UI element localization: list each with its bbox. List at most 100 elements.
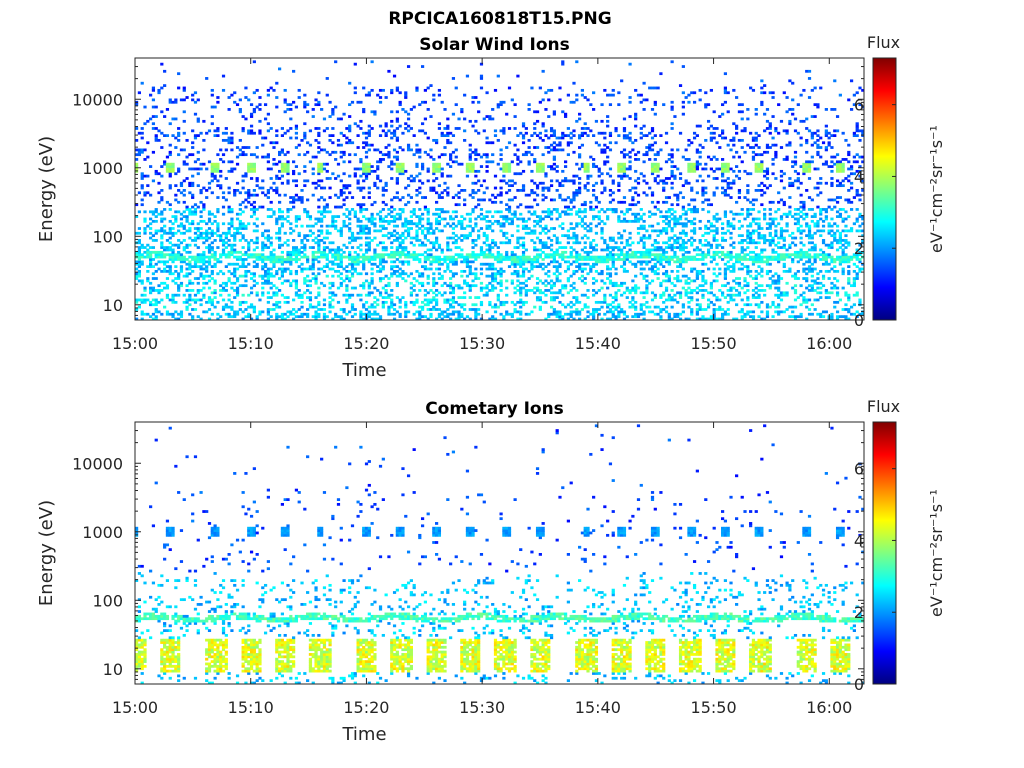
spectrogram-cell [202, 203, 206, 207]
spectrogram-cell [216, 100, 220, 104]
spectrogram-cell [451, 236, 456, 240]
spectrogram-cell [608, 258, 613, 261]
spectrogram-cell [547, 186, 551, 190]
spectrogram-cell [578, 312, 582, 316]
spectrogram-cell [538, 219, 542, 223]
spectrogram-cell [283, 300, 287, 304]
spectrogram-cell [423, 196, 427, 199]
spectrogram-cell [202, 241, 206, 245]
spectrogram-cell [392, 162, 397, 166]
spectrogram-cell [342, 198, 346, 202]
spectrogram-cell [533, 127, 537, 130]
spectrogram-cell [580, 279, 585, 283]
spectrogram-cell [177, 210, 181, 214]
spectrogram-cell [216, 210, 220, 214]
spectrogram-cell [569, 141, 573, 145]
spectrogram-cell [597, 300, 601, 304]
spectrogram-cell [603, 296, 607, 299]
spectrogram-cell [303, 281, 307, 285]
spectrogram-cell [659, 210, 663, 214]
spectrogram-cell [362, 167, 366, 171]
spectrogram-cell [376, 160, 380, 164]
spectrogram-cell [656, 312, 660, 316]
spectrogram-cell [252, 131, 256, 135]
spectrogram-cell [269, 308, 273, 311]
spectrogram-cell [429, 241, 433, 245]
spectrogram-cell [370, 219, 374, 223]
spectrogram-cell [636, 286, 641, 290]
spectrogram-cell [294, 291, 299, 295]
spectrogram-cell [238, 284, 242, 288]
spectrogram-cell [432, 186, 436, 190]
spectrogram-cell [549, 227, 554, 230]
spectrogram-cell [179, 281, 184, 285]
spectrogram-cell [642, 250, 646, 254]
spectrogram-cell [423, 293, 427, 297]
spectrogram-cell [235, 146, 240, 149]
spectrogram-cell [628, 155, 632, 159]
spectrogram-cell [580, 143, 585, 147]
spectrogram-cell [600, 231, 604, 235]
spectrogram-cell [547, 253, 551, 257]
spectrogram-cell [667, 258, 671, 261]
spectrogram-cell [247, 248, 251, 252]
spectrogram-cell [457, 184, 461, 188]
spectrogram-cell [440, 248, 444, 252]
spectrogram-cell [625, 174, 629, 178]
spectrogram-cell [244, 224, 248, 228]
spectrogram-cell [460, 303, 464, 307]
spectrogram-cell [261, 179, 265, 183]
spectrogram-cell [398, 146, 402, 149]
spectrogram-cell [238, 227, 242, 230]
spectrogram-cell [667, 236, 671, 240]
spectrogram-cell [592, 108, 596, 111]
spectrogram-cell [339, 284, 343, 288]
spectrogram-cell [597, 260, 601, 264]
spectrogram-cell [656, 253, 660, 257]
spectrogram-cell [221, 191, 226, 195]
spectrogram-cell [435, 141, 439, 145]
spectrogram-cell [378, 124, 383, 128]
spectrogram-cell [370, 217, 374, 221]
spectrogram-cell [376, 253, 380, 257]
spectrogram-cell [359, 219, 363, 223]
spectrogram-cell [415, 236, 419, 240]
spectrogram-cell [650, 200, 655, 204]
spectrogram-cell [342, 112, 346, 116]
spectrogram-cell [367, 312, 371, 316]
spectrogram-cell [188, 208, 192, 211]
spectrogram-cell [558, 98, 562, 102]
spectrogram-cell [266, 277, 270, 280]
spectrogram-cell [420, 300, 425, 304]
spectrogram-cell [174, 198, 178, 202]
spectrogram-cell [432, 277, 436, 280]
spectrogram-cell [600, 148, 604, 152]
spectrogram-cell [224, 138, 228, 142]
spectrogram-cell [297, 258, 301, 261]
spectrogram-cell [303, 248, 307, 252]
spectrogram-cell [188, 167, 192, 171]
spectrogram-cell [193, 258, 198, 261]
spectrogram-cell [395, 253, 399, 257]
spectrogram-cell [196, 255, 200, 259]
spectrogram-cell [255, 155, 259, 159]
spectrogram-cell [513, 127, 517, 130]
spectrogram-cell [519, 317, 523, 321]
spectrogram-cell [468, 296, 472, 299]
spectrogram-cell [255, 146, 259, 149]
spectrogram-cell [622, 136, 627, 140]
spectrogram-cell [499, 255, 503, 259]
spectrogram-cell [275, 231, 279, 235]
spectrogram-cell [589, 241, 593, 245]
spectrogram-cell [261, 274, 265, 278]
spectrogram-cell [160, 269, 164, 273]
spectrogram-cell [348, 141, 352, 145]
spectrogram-cell [213, 262, 217, 266]
spectrogram-cell [171, 165, 175, 168]
spectrogram-cell [645, 146, 649, 149]
spectrogram-cell [471, 208, 475, 211]
spectrogram-cell [614, 296, 618, 299]
spectrogram-cell [611, 239, 615, 242]
spectrogram-cell [614, 272, 618, 276]
spectrogram-cell [392, 303, 397, 307]
